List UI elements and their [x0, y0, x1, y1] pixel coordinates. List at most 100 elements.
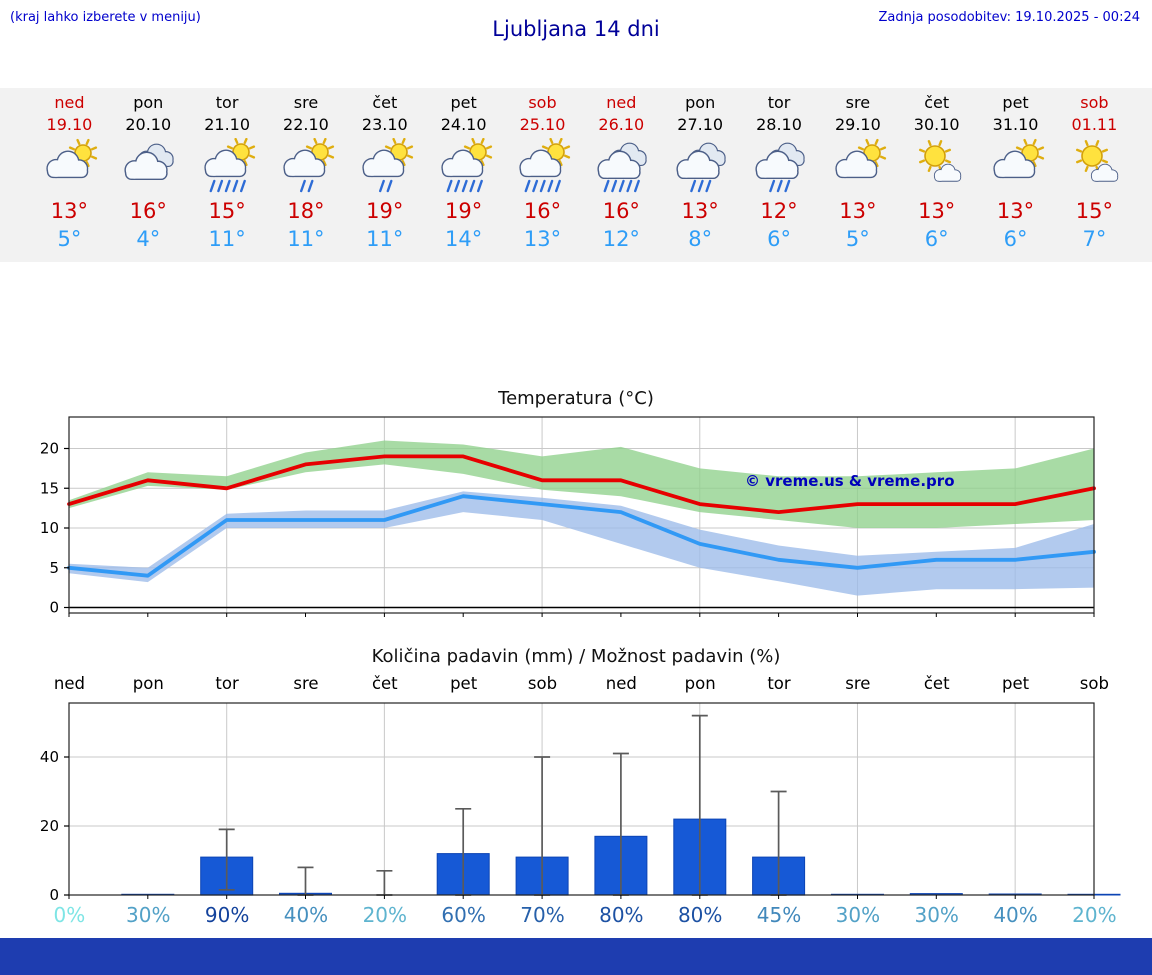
mostly-sunny-icon	[918, 140, 961, 182]
temp-ytick-label: 5	[49, 559, 59, 577]
precip-probability-label: 90%	[204, 903, 250, 927]
day-high-temp: 13°	[839, 199, 877, 223]
day-low-temp: 11°	[366, 227, 404, 251]
precip-day-label: sre	[293, 674, 319, 693]
day-column: sob 25.10 16° 13°	[503, 88, 582, 262]
precip-day-label: sre	[845, 674, 871, 693]
day-column: sre 29.10 13° 5°	[818, 88, 897, 262]
day-date: 29.10	[834, 115, 881, 134]
weather-icon-cell	[30, 138, 109, 196]
precipitation-probability-row: 0% 30% 90% 40% 20% 60% 70% 80% 80% 45% 30% 30% 40% 20…	[0, 903, 1152, 927]
precip-ytick-label: 0	[49, 886, 59, 904]
weather-icon-cell	[424, 137, 503, 196]
precip-day-label: sob	[1079, 674, 1109, 693]
weather-icon-cell	[503, 137, 582, 196]
min-uncertainty-band	[69, 491, 1094, 596]
precip-probability-label: 0%	[53, 903, 86, 927]
day-column: pet 24.10 19° 14°	[424, 88, 503, 262]
precip-probability-label: 80%	[677, 903, 723, 927]
temp-ytick-label: 20	[40, 440, 59, 458]
day-high-temp: 13°	[918, 199, 956, 223]
precip-day-label: tor	[215, 674, 239, 693]
mostly-sunny-icon	[1076, 140, 1119, 182]
partly-cloudy-icon	[46, 138, 98, 179]
day-low-temp: 8°	[688, 227, 713, 251]
precip-ytick-label: 40	[40, 748, 59, 766]
precip-day-label: čet	[923, 674, 950, 693]
day-date: 22.10	[283, 115, 329, 134]
partly-cloudy-icon	[835, 138, 886, 179]
day-low-temp: 6°	[1003, 227, 1028, 251]
day-high-temp: 15°	[1075, 199, 1113, 223]
partly-rain-icon	[362, 137, 413, 193]
cloudy-icon	[124, 143, 174, 181]
day-column: čet 23.10 19° 11°	[345, 88, 424, 262]
day-date: 21.10	[204, 115, 251, 134]
day-date: 30.10	[913, 115, 960, 134]
precipitation-day-labels: ned pon tor sre čet pet sob ned pon tor sre čet pet s…	[0, 674, 1152, 693]
day-low-temp: 11°	[287, 227, 325, 251]
day-name: sob	[1080, 93, 1109, 112]
day-column: ned 26.10 16° 12°	[582, 88, 661, 262]
partly-heavy-rain-icon	[204, 137, 256, 193]
weather-icon-cell	[188, 137, 267, 196]
page-title: Ljubljana 14 dni	[492, 17, 660, 41]
precip-day-label: čet	[371, 674, 398, 693]
day-low-temp: 11°	[208, 227, 246, 251]
forecast-day-strip: ned 19.10 13° 5° pon 20.10 16° 4° tor 21.10 15° 11°…	[0, 88, 1152, 262]
day-high-temp: 16°	[129, 199, 167, 223]
partly-rain-icon	[283, 137, 335, 193]
day-name: tor	[767, 93, 791, 112]
day-high-temp: 16°	[523, 199, 562, 223]
last-updated: Zadnja posodobitev: 19.10.2025 - 00:24	[878, 10, 1140, 25]
day-column: tor 21.10 15° 11°	[188, 88, 267, 262]
day-date: 19.10	[46, 115, 93, 134]
footer-bar	[0, 938, 1152, 975]
day-high-temp: 12°	[760, 199, 798, 223]
day-low-temp: 5°	[57, 227, 82, 251]
day-low-temp: 12°	[602, 227, 640, 251]
day-date: 24.10	[440, 115, 487, 134]
precip-probability-label: 30%	[835, 903, 881, 927]
precip-probability-label: 45%	[756, 903, 802, 927]
day-name: pon	[685, 93, 716, 112]
cloudy-heavy-rain-icon	[597, 142, 647, 193]
precip-probability-label: 80%	[599, 903, 644, 927]
day-column: čet 30.10 13° 6°	[897, 88, 976, 262]
day-low-temp: 4°	[136, 227, 161, 251]
precip-probability-label: 70%	[520, 903, 565, 927]
weather-icon-cell	[267, 137, 346, 196]
weather-icon-cell	[976, 138, 1055, 196]
day-name: čet	[372, 93, 398, 112]
weather-icon-cell	[345, 137, 424, 196]
precip-day-label: sob	[527, 674, 558, 693]
temperature-chart-title: Temperatura (°C)	[498, 388, 654, 409]
weather-icon-cell	[818, 138, 897, 196]
day-column: sre 22.10 18° 11°	[267, 88, 346, 262]
day-name: sre	[293, 93, 319, 112]
precip-day-label: pet	[1001, 674, 1030, 693]
precip-ytick-label: 20	[40, 817, 59, 835]
day-name: sre	[845, 93, 871, 112]
temp-ytick-label: 10	[40, 519, 59, 537]
precipitation-chart-title: Količina padavin (mm) / Možnost padavin …	[371, 646, 781, 667]
day-high-temp: 19°	[366, 199, 404, 223]
day-date: 27.10	[677, 115, 724, 134]
day-name: ned	[54, 93, 85, 112]
precipitation-chart: 0 20 40	[40, 702, 1121, 904]
day-name: ned	[606, 93, 637, 112]
precip-probability-label: 40%	[283, 903, 329, 927]
precip-probability-label: 40%	[993, 903, 1038, 927]
day-low-temp: 14°	[445, 227, 483, 251]
day-date: 28.10	[756, 115, 802, 134]
cloudy-rain-icon	[755, 142, 805, 193]
precip-day-label: ned	[605, 674, 637, 693]
day-name: pet	[1002, 93, 1029, 112]
day-high-temp: 18°	[287, 199, 325, 223]
temp-ytick-label: 0	[49, 599, 59, 617]
day-low-temp: 5°	[845, 227, 870, 251]
weather-icon-cell	[1055, 138, 1134, 196]
day-low-temp: 6°	[924, 227, 949, 251]
precip-day-label: pon	[684, 674, 716, 693]
